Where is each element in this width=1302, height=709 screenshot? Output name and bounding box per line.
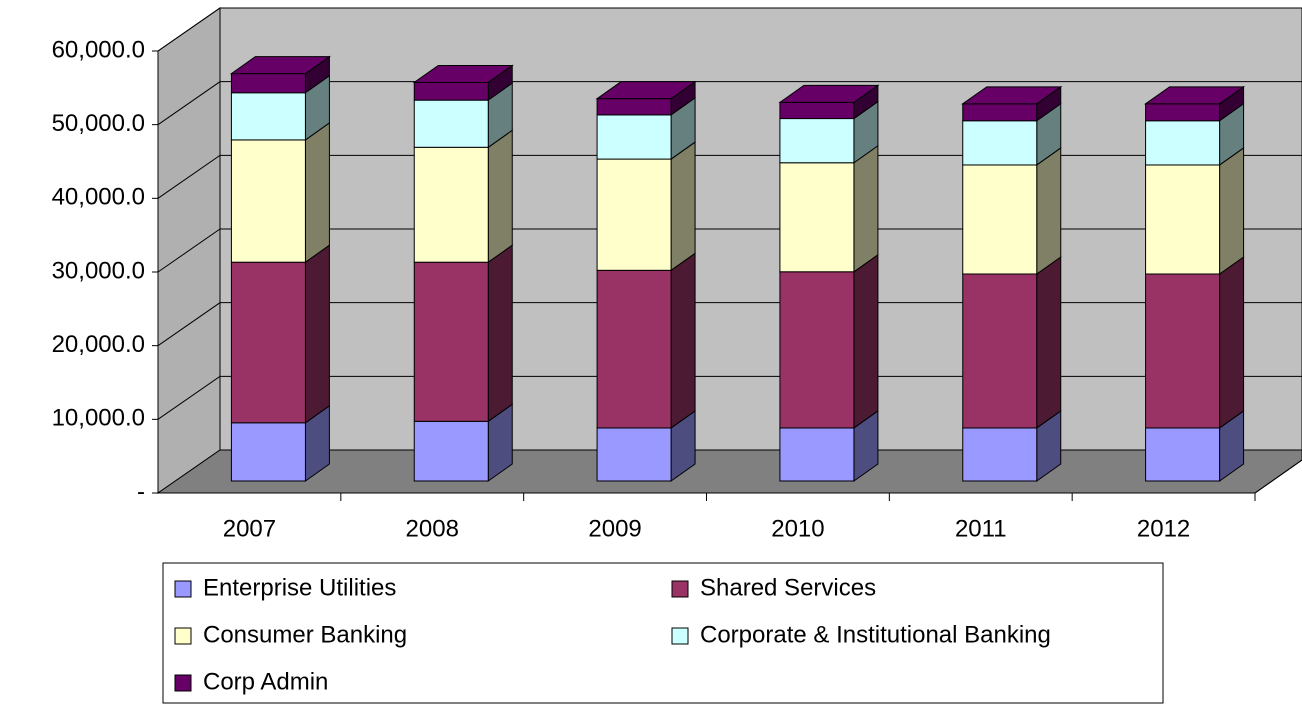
- bar: [1145, 427, 1221, 482]
- legend: [162, 562, 1164, 704]
- y-tick-label: -: [137, 478, 145, 505]
- legend-swatch: [671, 580, 689, 598]
- bar-top: [1144, 86, 1246, 105]
- x-tick-label: 2007: [223, 515, 276, 542]
- bar: [779, 101, 855, 120]
- legend-swatch: [174, 627, 192, 645]
- y-tick-label: 40,000.0: [52, 184, 145, 211]
- grid-line: [157, 302, 1302, 347]
- legend-label: Shared Services: [700, 574, 876, 601]
- bar-side: [670, 252, 696, 429]
- bar-top: [595, 81, 697, 100]
- grid-line: [157, 81, 1302, 126]
- bar: [962, 103, 1038, 122]
- grid-line: [157, 375, 1302, 420]
- bar: [596, 427, 672, 482]
- legend-label: Corp Admin: [203, 668, 328, 695]
- x-tick-label: 2008: [406, 515, 459, 542]
- bar-side: [1036, 147, 1062, 275]
- bar-top: [961, 86, 1063, 105]
- bar: [596, 158, 672, 271]
- bar-side: [1036, 256, 1062, 429]
- bar: [230, 139, 306, 263]
- bar: [962, 273, 1038, 429]
- bar-side: [487, 129, 513, 264]
- bar: [779, 427, 855, 482]
- bar: [230, 422, 306, 482]
- bar-side: [1219, 256, 1245, 429]
- bar-side: [304, 121, 330, 264]
- bar: [413, 99, 489, 148]
- bar: [596, 269, 672, 429]
- bar: [596, 98, 672, 116]
- y-tick-label: 30,000.0: [52, 257, 145, 284]
- bar: [230, 261, 306, 424]
- bar: [962, 164, 1038, 275]
- bar-side: [670, 141, 696, 272]
- legend-swatch: [174, 674, 192, 692]
- legend-swatch: [174, 580, 192, 598]
- bar-side: [1219, 147, 1245, 275]
- x-tick-label: 2011: [955, 515, 1007, 542]
- bar: [230, 73, 306, 94]
- bar-side: [487, 244, 513, 423]
- bar: [230, 92, 306, 141]
- x-tick-label: 2012: [1137, 515, 1190, 542]
- bar-top: [778, 84, 880, 103]
- bar-side: [853, 253, 879, 429]
- bar: [1145, 120, 1221, 166]
- bar: [413, 420, 489, 482]
- y-tick-label: 50,000.0: [52, 110, 145, 137]
- grid-line: [157, 228, 1302, 273]
- floor-edge: [1254, 459, 1302, 494]
- bar-side: [853, 144, 879, 273]
- x-tick-label: 2009: [588, 515, 641, 542]
- bar: [1145, 164, 1221, 275]
- bar: [779, 271, 855, 429]
- y-tick-label: 10,000.0: [52, 405, 145, 432]
- bar-top: [229, 56, 331, 75]
- y-tick-label: 60,000.0: [52, 36, 145, 63]
- grid-line: [157, 7, 1302, 52]
- x-tick-label: 2010: [771, 515, 824, 542]
- bar: [1145, 273, 1221, 429]
- legend-label: Consumer Banking: [203, 621, 407, 648]
- y-tick-label: 20,000.0: [52, 331, 145, 358]
- legend-swatch: [671, 627, 689, 645]
- bar: [413, 81, 489, 101]
- bar: [962, 120, 1038, 166]
- bar: [962, 427, 1038, 482]
- legend-label: Corporate & Institutional Banking: [700, 621, 1051, 648]
- bar: [779, 162, 855, 273]
- bar: [413, 146, 489, 263]
- bar-side: [304, 244, 330, 424]
- grid-line: [157, 154, 1302, 199]
- bar: [596, 114, 672, 160]
- legend-label: Enterprise Utilities: [203, 574, 396, 601]
- bar-top: [412, 64, 514, 83]
- bar: [1145, 103, 1221, 122]
- bar: [779, 118, 855, 164]
- bar: [413, 261, 489, 422]
